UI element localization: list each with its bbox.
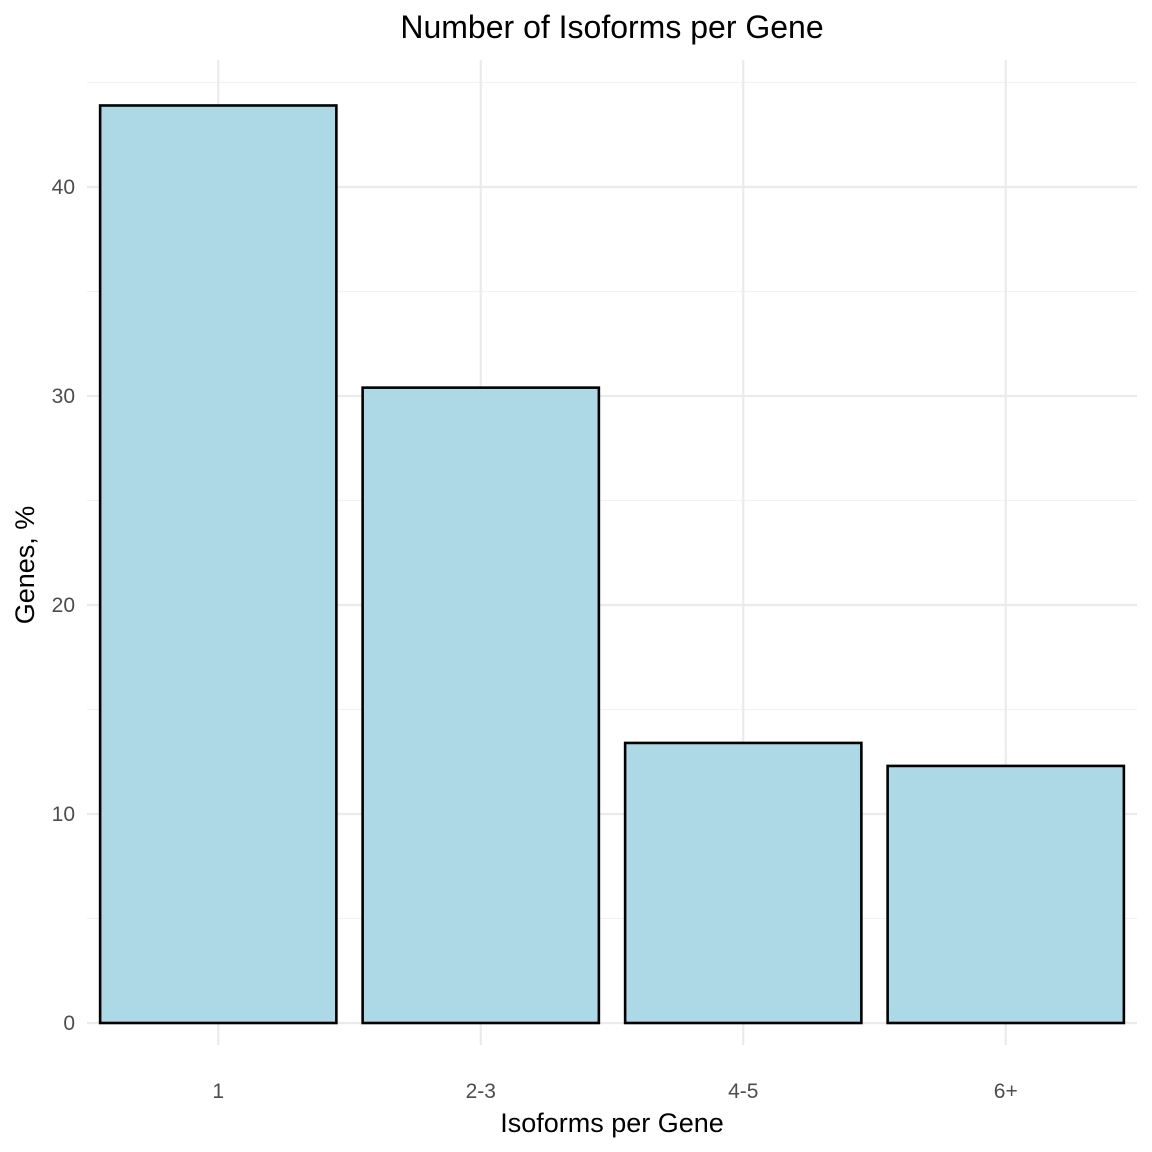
bar-4-5 xyxy=(623,741,863,1025)
bar-2-3 xyxy=(361,386,601,1025)
chart-title: Number of Isoforms per Gene xyxy=(400,9,823,45)
y-axis-title: Genes, % xyxy=(10,506,40,625)
y-tick-label: 10 xyxy=(52,803,75,826)
bar-1 xyxy=(98,104,338,1025)
x-tick-label: 4-5 xyxy=(728,1080,758,1103)
x-axis-ticks: 1 2-3 4-5 6+ xyxy=(212,1080,1017,1103)
x-tick-label: 6+ xyxy=(994,1080,1018,1103)
x-axis-title: Isoforms per Gene xyxy=(500,1108,724,1138)
bars xyxy=(98,104,1126,1025)
y-tick-label: 40 xyxy=(52,176,75,199)
y-axis-ticks: 0 10 20 30 40 xyxy=(52,176,75,1035)
y-tick-label: 20 xyxy=(52,594,75,617)
bar-6+ xyxy=(886,764,1126,1025)
y-tick-label: 0 xyxy=(63,1012,75,1035)
x-tick-label: 1 xyxy=(212,1080,224,1103)
x-tick-label: 2-3 xyxy=(466,1080,496,1103)
y-tick-label: 30 xyxy=(52,385,75,408)
